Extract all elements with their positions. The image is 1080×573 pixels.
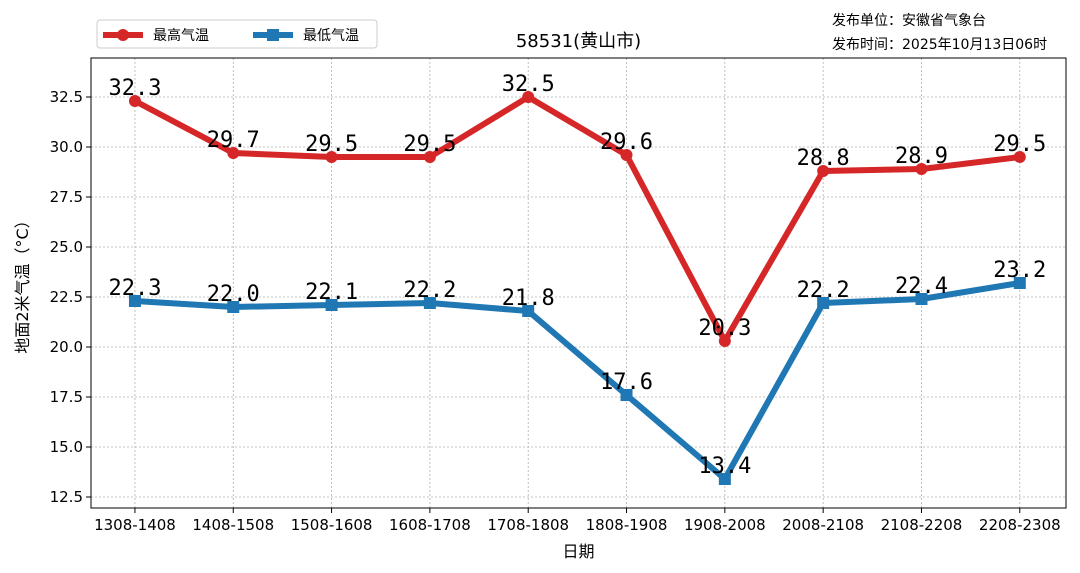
data-point xyxy=(915,293,928,305)
data-label: 22.2 xyxy=(797,278,850,303)
y-tick-label: 22.5 xyxy=(50,288,83,306)
data-point xyxy=(620,389,633,401)
publisher-label: 发布单位：安徽省气象台 xyxy=(832,13,986,29)
publish-time-label: 发布时间：2025年10月13日06时 xyxy=(832,37,1048,53)
legend-marker xyxy=(117,29,129,41)
data-label: 29.7 xyxy=(207,128,260,153)
data-point xyxy=(817,297,830,309)
data-label: 22.3 xyxy=(108,276,161,301)
data-label: 28.9 xyxy=(895,144,948,169)
plot-frame xyxy=(90,57,1067,509)
y-tick-label: 17.5 xyxy=(50,388,83,406)
data-point xyxy=(915,163,928,175)
data-point xyxy=(522,91,535,103)
y-tick-label: 20.0 xyxy=(50,338,83,356)
data-label: 22.4 xyxy=(895,274,948,299)
legend-label: 最高气温 xyxy=(153,27,209,44)
data-label: 29.5 xyxy=(305,132,358,157)
x-tick-label: 1508-1608 xyxy=(291,516,373,534)
x-axis-label: 日期 xyxy=(562,542,594,561)
data-label: 13.4 xyxy=(698,454,751,479)
x-tick-label: 1408-1508 xyxy=(192,516,274,534)
data-point xyxy=(817,165,830,177)
x-tick-label: 1308-1408 xyxy=(94,516,176,534)
series-line-min xyxy=(134,280,1021,482)
data-label: 22.2 xyxy=(403,278,456,303)
data-label: 32.3 xyxy=(108,76,161,101)
data-point xyxy=(718,335,731,347)
y-tick-label: 27.5 xyxy=(50,188,83,206)
data-point xyxy=(128,95,141,107)
data-point xyxy=(1013,151,1026,163)
legend-marker xyxy=(267,29,279,41)
series-line-max xyxy=(133,94,1021,344)
data-label: 29.6 xyxy=(600,130,653,155)
y-axis-label: 地面2米气温（°C） xyxy=(13,212,32,353)
x-tick-label: 2208-2308 xyxy=(979,516,1061,534)
legend-label: 最低气温 xyxy=(303,28,359,44)
data-point xyxy=(718,473,731,485)
data-label: 23.2 xyxy=(993,258,1046,283)
data-point xyxy=(1013,277,1026,289)
x-tick-label: 1808-1908 xyxy=(586,516,668,534)
x-tick-label: 2008-2108 xyxy=(782,516,864,534)
x-tick-label: 1908-2008 xyxy=(684,516,766,534)
data-label: 22.1 xyxy=(305,280,358,305)
y-tick-label: 15.0 xyxy=(50,438,83,456)
data-point xyxy=(423,151,436,163)
chart-title: 58531(黄山市) xyxy=(516,31,641,52)
y-tick-label: 25.0 xyxy=(50,238,83,256)
data-label: 29.5 xyxy=(993,132,1046,157)
data-label: 17.6 xyxy=(600,370,653,395)
x-tick-label: 1608-1708 xyxy=(389,516,471,534)
data-label: 28.8 xyxy=(797,146,850,171)
data-point xyxy=(325,151,338,163)
data-point xyxy=(522,305,535,317)
data-point xyxy=(227,147,240,159)
y-tick-label: 30.0 xyxy=(50,138,83,156)
data-label: 20.3 xyxy=(698,316,751,341)
data-point xyxy=(227,301,240,313)
x-tick-label: 1708-1808 xyxy=(487,516,569,534)
data-label: 29.5 xyxy=(403,132,456,157)
data-point xyxy=(325,299,338,311)
data-point xyxy=(423,297,436,309)
legend-box xyxy=(96,19,378,49)
data-point xyxy=(620,149,633,161)
y-tick-label: 32.5 xyxy=(50,88,83,106)
y-tick-label: 12.5 xyxy=(50,488,83,506)
data-point xyxy=(128,295,141,307)
data-label: 32.5 xyxy=(502,72,555,97)
data-label: 22.0 xyxy=(207,282,260,307)
x-tick-label: 2108-2208 xyxy=(881,516,963,534)
data-label: 21.8 xyxy=(502,286,555,311)
